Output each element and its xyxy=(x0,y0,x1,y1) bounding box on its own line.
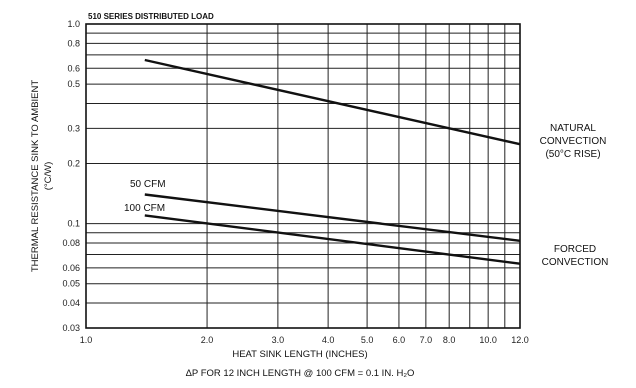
x-tick-label: 7.0 xyxy=(420,335,433,345)
chart-title: 510 SERIES DISTRIBUTED LOAD xyxy=(88,12,214,21)
label-100cfm: 100 CFM xyxy=(124,203,165,214)
x-tick-label: 10.0 xyxy=(479,335,497,345)
y-axis-unit: (°C/W) xyxy=(43,162,54,191)
x-tick-label: 6.0 xyxy=(393,335,406,345)
series-lines xyxy=(144,58,521,265)
y-tick-label: 0.04 xyxy=(62,298,80,308)
x-tick-label: 2.0 xyxy=(201,335,214,345)
label-50cfm: 50 CFM xyxy=(130,179,166,190)
y-tick-label: 0.08 xyxy=(62,238,80,248)
x-tick-labels: 1.0 2.0 3.0 4.0 5.0 6.0 7.0 8.0 10.0 12.0 xyxy=(80,335,529,345)
y-tick-label: 0.5 xyxy=(67,79,80,89)
y-tick-label: 0.8 xyxy=(67,38,80,48)
label-forced-2: CONVECTION xyxy=(542,257,609,268)
x-tick-label: 1.0 xyxy=(80,335,93,345)
y-tick-label: 1.0 xyxy=(67,19,80,29)
y-tick-label: 0.6 xyxy=(67,63,80,73)
y-tick-labels: 1.0 0.8 0.6 0.5 0.3 0.2 0.1 0.08 0.06 0.05 0.04 0.0… xyxy=(62,19,80,333)
y-tick-label: 0.05 xyxy=(62,279,80,289)
plot-frame xyxy=(85,23,521,329)
footnote: ΔP FOR 12 INCH LENGTH @ 100 CFM = 0.1 IN… xyxy=(186,368,415,379)
series-line xyxy=(144,193,521,242)
y-tick-label: 0.06 xyxy=(62,263,80,273)
x-tick-label: 4.0 xyxy=(322,335,335,345)
y-tick-label: 0.2 xyxy=(67,159,80,169)
x-tick-label: 8.0 xyxy=(443,335,456,345)
label-natural-1: NATURAL xyxy=(550,123,596,134)
y-axis-label: THERMAL RESISTANCE SINK TO AMBIENT xyxy=(30,80,41,273)
label-natural-2: CONVECTION xyxy=(540,136,607,147)
y-tick-label: 0.1 xyxy=(67,219,80,229)
series-line xyxy=(144,214,521,265)
y-tick-label: 0.3 xyxy=(67,123,80,133)
x-tick-label: 12.0 xyxy=(511,335,529,345)
series-line xyxy=(144,58,521,146)
grid xyxy=(85,23,521,329)
x-axis-label: HEAT SINK LENGTH (INCHES) xyxy=(232,349,367,360)
y-tick-label: 0.03 xyxy=(62,323,80,333)
x-tick-label: 3.0 xyxy=(272,335,285,345)
label-natural-3: (50°C RISE) xyxy=(545,149,600,160)
label-forced-1: FORCED xyxy=(554,244,596,255)
x-tick-label: 5.0 xyxy=(361,335,374,345)
